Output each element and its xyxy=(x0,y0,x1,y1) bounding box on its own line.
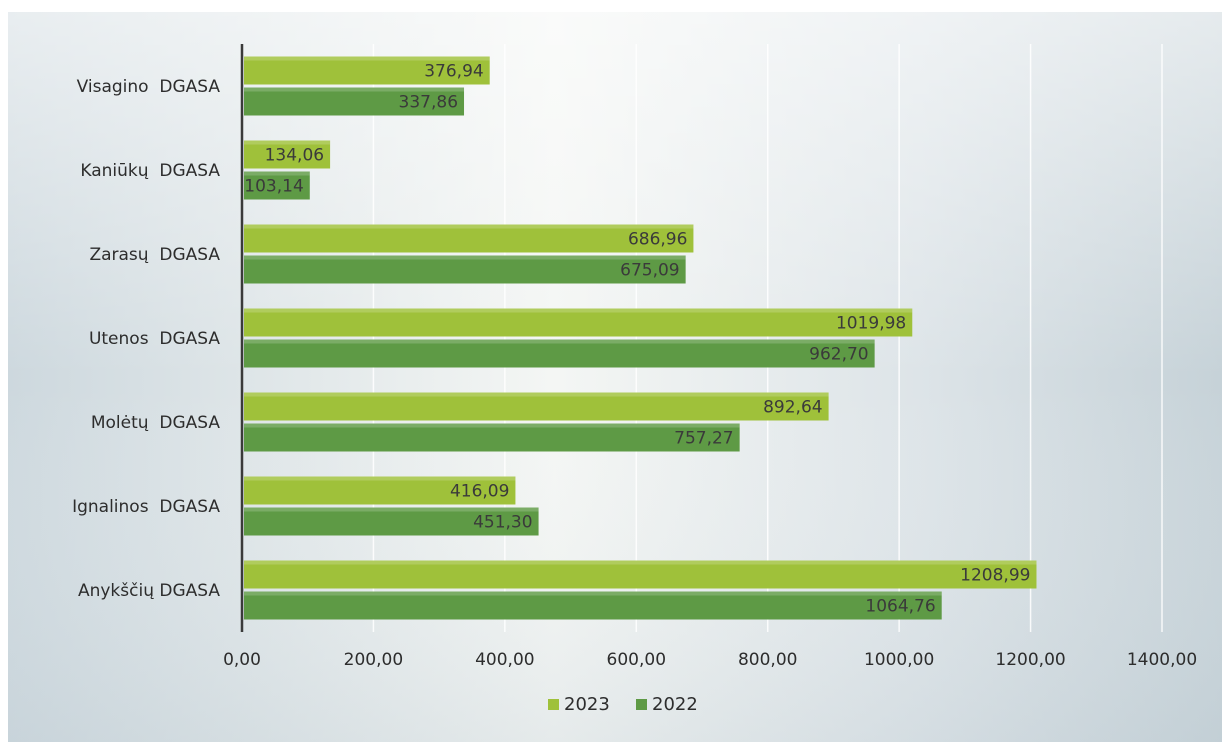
legend: 2023 2022 xyxy=(548,694,698,715)
bar-highlight xyxy=(244,392,829,397)
bar-highlight xyxy=(244,507,539,512)
bar-highlight xyxy=(244,56,490,61)
x-tick-labels: 0,00 200,00 400,00 600,00 800,00 1000,00 1200,… xyxy=(223,650,1197,670)
bar-2022-0 xyxy=(244,87,465,116)
legend-label-2022: 2022 xyxy=(652,694,698,715)
bar-highlight xyxy=(244,423,740,428)
x-tick-label: 600,00 xyxy=(607,650,666,670)
x-tick-label: 400,00 xyxy=(475,650,534,670)
bar-highlight xyxy=(244,591,942,596)
legend-swatch-2022 xyxy=(636,699,647,710)
data-label-2022-3: 962,70 xyxy=(809,345,868,365)
data-label-2023-4: 892,64 xyxy=(763,398,822,418)
x-tick-label: 0,00 xyxy=(223,650,261,670)
bar-2022-3 xyxy=(244,339,875,368)
bar-2022-2 xyxy=(244,255,686,284)
bar-2023-5 xyxy=(244,476,516,505)
legend-swatch-2023 xyxy=(548,699,559,710)
bar-highlight xyxy=(244,339,875,344)
category-label: Utenos DGASA xyxy=(89,329,220,349)
bar-2022-4 xyxy=(244,423,740,452)
data-label-2023-1: 134,06 xyxy=(265,146,324,166)
bar-highlight xyxy=(244,224,694,229)
x-tick-label: 1000,00 xyxy=(864,650,934,670)
bar-highlight xyxy=(244,476,516,481)
bar-highlight xyxy=(244,560,1037,565)
data-label-2022-1: 103,14 xyxy=(244,177,303,197)
category-label: Kaniūkų DGASA xyxy=(80,161,220,181)
bar-2023-3 xyxy=(244,308,913,337)
data-label-2022-2: 675,09 xyxy=(620,261,679,281)
bars: 376,94 337,86 134,06 103,14 686,96 675,09 1019… xyxy=(244,56,1037,620)
x-tick-label: 800,00 xyxy=(738,650,797,670)
x-tick-label: 200,00 xyxy=(344,650,403,670)
data-label-2022-6: 1064,76 xyxy=(865,597,935,617)
bar-chart: 376,94 337,86 134,06 103,14 686,96 675,09 1019… xyxy=(8,12,1222,742)
bar-highlight xyxy=(244,308,913,313)
bar-2022-6 xyxy=(244,591,942,620)
category-labels: Visagino DGASA Kaniūkų DGASA Zarasų DGASA U… xyxy=(72,77,220,601)
data-label-2023-2: 686,96 xyxy=(628,230,687,250)
category-label: Ignalinos DGASA xyxy=(72,497,220,517)
legend-label-2023: 2023 xyxy=(564,694,610,715)
chart-background-shade xyxy=(8,12,1222,742)
bar-2022-5 xyxy=(244,507,539,536)
bar-2023-0 xyxy=(244,56,490,85)
gridlines xyxy=(372,44,1163,632)
data-label-2022-4: 757,27 xyxy=(674,429,733,449)
bar-2023-1 xyxy=(244,140,331,169)
data-label-2023-3: 1019,98 xyxy=(836,314,906,334)
x-tick-label: 1200,00 xyxy=(995,650,1065,670)
bar-highlight xyxy=(244,140,331,145)
bar-2023-4 xyxy=(244,392,829,421)
data-label-2023-5: 416,09 xyxy=(450,482,509,502)
x-tick-label: 1400,00 xyxy=(1127,650,1197,670)
category-label: Visagino DGASA xyxy=(77,77,221,97)
data-label-2023-6: 1208,99 xyxy=(960,566,1030,586)
bar-highlight xyxy=(244,171,310,176)
category-label: Zarasų DGASA xyxy=(89,245,220,265)
bar-2023-2 xyxy=(244,224,694,253)
bar-2022-1 xyxy=(244,171,310,200)
bar-highlight xyxy=(244,255,686,260)
data-label-2022-0: 337,86 xyxy=(399,93,458,113)
category-label: Molėtų DGASA xyxy=(91,413,220,433)
data-label-2022-5: 451,30 xyxy=(473,513,532,533)
category-label: Anykščių DGASA xyxy=(78,581,220,601)
bar-highlight xyxy=(244,87,465,92)
data-label-2023-0: 376,94 xyxy=(424,62,483,82)
bar-2023-6 xyxy=(244,560,1037,589)
chart-area: 376,94 337,86 134,06 103,14 686,96 675,09 1019… xyxy=(8,12,1222,742)
